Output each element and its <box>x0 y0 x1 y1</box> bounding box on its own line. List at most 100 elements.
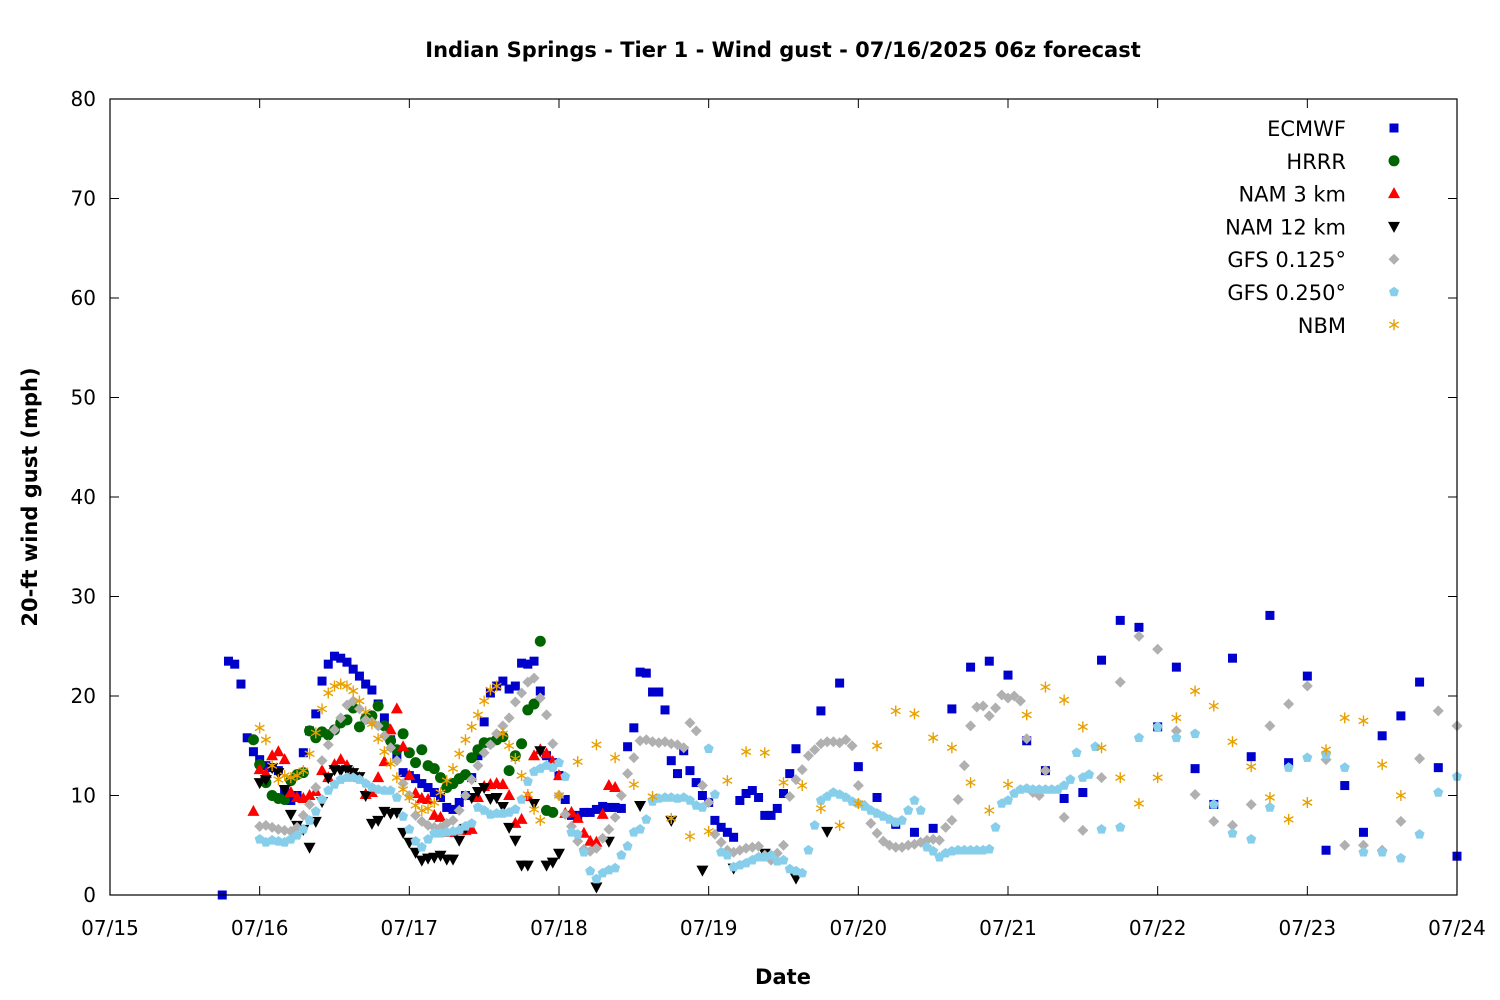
data-point <box>223 656 233 666</box>
data-point <box>329 680 340 692</box>
data-point <box>766 849 777 860</box>
data-point <box>286 795 296 805</box>
data-point <box>722 849 733 860</box>
data-point <box>367 685 377 695</box>
data-point <box>778 839 789 851</box>
data-point <box>547 738 559 750</box>
data-point <box>404 791 415 803</box>
data-point <box>604 802 614 812</box>
data-point <box>1264 791 1276 803</box>
data-point <box>521 860 534 872</box>
data-point <box>435 787 446 799</box>
data-point <box>703 825 714 837</box>
data-point <box>528 698 540 710</box>
data-point <box>597 832 609 844</box>
data-point <box>947 704 957 714</box>
data-point <box>503 740 515 752</box>
data-point <box>965 777 976 789</box>
data-point <box>516 770 527 782</box>
data-point <box>1302 671 1312 681</box>
data-point <box>429 788 439 798</box>
data-point <box>691 778 701 788</box>
data-point <box>1096 772 1108 784</box>
data-point <box>871 740 883 752</box>
data-point <box>1414 829 1425 839</box>
data-point <box>654 687 664 697</box>
data-point <box>267 760 278 772</box>
data-point <box>509 835 522 847</box>
data-point <box>385 758 396 770</box>
data-point <box>496 801 509 813</box>
data-point <box>1133 732 1144 743</box>
data-point <box>1190 764 1200 774</box>
data-point <box>696 780 708 792</box>
data-point <box>304 798 316 810</box>
data-point <box>459 790 471 801</box>
data-point <box>292 830 303 840</box>
data-point <box>303 789 316 800</box>
data-point <box>459 769 471 781</box>
data-point <box>434 850 447 862</box>
data-point <box>759 747 770 759</box>
data-point <box>272 745 285 757</box>
data-point <box>785 769 795 779</box>
data-point <box>909 708 920 720</box>
data-point <box>317 676 327 686</box>
data-point <box>410 757 422 769</box>
data-point <box>534 746 547 758</box>
data-point <box>329 724 340 736</box>
data-point <box>310 806 321 816</box>
data-point <box>1134 622 1144 632</box>
data-point <box>1245 798 1257 810</box>
data-point <box>336 653 346 663</box>
data-point <box>1096 824 1107 834</box>
data-point <box>304 815 315 825</box>
data-point <box>242 733 252 743</box>
x-tick-label: 07/22 <box>1129 916 1187 940</box>
data-point <box>1264 720 1276 732</box>
data-point <box>559 808 571 820</box>
data-point <box>554 757 564 767</box>
data-point <box>871 827 883 839</box>
data-point <box>1227 736 1238 748</box>
data-point <box>473 751 483 761</box>
data-point <box>378 720 390 732</box>
data-point <box>478 747 490 759</box>
x-tick-label: 07/24 <box>1428 916 1486 940</box>
data-point <box>1189 789 1201 801</box>
data-point <box>1171 712 1182 724</box>
data-point <box>709 828 721 840</box>
data-point <box>754 792 764 802</box>
data-point <box>590 842 602 854</box>
data-point <box>372 771 385 783</box>
data-point <box>696 865 709 877</box>
data-point <box>416 744 428 756</box>
data-point <box>398 768 408 778</box>
data-point <box>1071 747 1082 757</box>
data-point <box>310 727 321 739</box>
data-point <box>472 709 484 721</box>
x-axis-label: Date <box>755 965 811 989</box>
data-point <box>909 795 920 805</box>
series-3 <box>253 746 834 894</box>
data-point <box>735 795 745 805</box>
legend-label: NAM 12 km <box>1225 215 1346 239</box>
data-point <box>1227 819 1238 831</box>
axis-ticks: 0 10 20 30 40 50 60 70 80 07/15 07/16 07/17 07/18 07/… <box>71 87 1486 940</box>
data-point <box>1189 685 1201 697</box>
data-point <box>729 832 739 842</box>
data-point <box>1358 715 1369 727</box>
data-point <box>391 772 402 784</box>
data-point <box>610 752 621 764</box>
data-point <box>372 720 384 732</box>
data-point <box>590 835 603 847</box>
data-point <box>416 804 427 816</box>
data-point <box>1246 834 1257 844</box>
data-point <box>872 792 882 802</box>
data-point <box>666 812 677 824</box>
data-point <box>298 765 309 777</box>
data-point <box>410 799 421 811</box>
data-point <box>615 790 627 801</box>
data-point <box>778 854 789 865</box>
